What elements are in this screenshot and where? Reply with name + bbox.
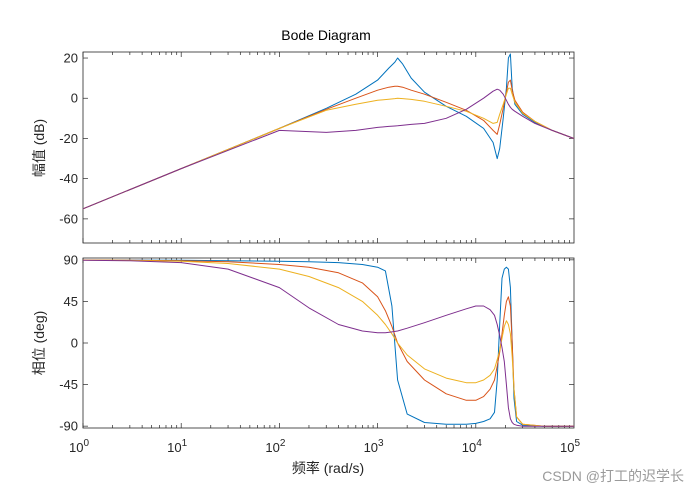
x-tick-label: 105: [560, 438, 580, 455]
chart-title: Bode Diagram: [281, 27, 371, 43]
phase-series-curve-4: [82, 259, 574, 427]
phase-ytick-label: 45: [64, 294, 78, 309]
x-tick-exponent: 1: [182, 438, 188, 449]
phase-ytick-label: 0: [71, 336, 78, 351]
x-tick-base: 10: [69, 440, 83, 455]
phase-ytick-label: -45: [59, 377, 78, 392]
x-axis-label: 频率 (rad/s): [292, 460, 364, 476]
magnitude-axes-box: [82, 51, 575, 244]
magnitude-ytick-label: 20: [64, 51, 78, 66]
magnitude-tick-labels: 20 0 -20 -40 -60: [59, 51, 78, 227]
x-tick-base: 10: [265, 440, 279, 455]
x-tick-exponent: 2: [280, 438, 286, 449]
x-tick-label: 100: [69, 438, 89, 455]
magnitude-ytick-label: -20: [59, 131, 78, 146]
phase-axes-box: [82, 257, 575, 429]
magnitude-tick-marks: [82, 52, 574, 243]
x-tick-base: 10: [167, 440, 181, 455]
x-tick-label: 104: [462, 438, 482, 455]
x-tick-base: 10: [462, 440, 476, 455]
phase-curves: [82, 259, 574, 427]
x-tick-label: 101: [167, 438, 187, 455]
x-tick-exponent: 3: [378, 438, 384, 449]
phase-ytick-label: -90: [59, 419, 78, 434]
phase-ytick-label: 90: [64, 252, 78, 267]
x-tick-base: 10: [364, 440, 378, 455]
x-tick-label: 102: [265, 438, 285, 455]
x-tick-exponent: 5: [574, 438, 580, 449]
x-tick-labels: 100 101 102 103 104 105: [69, 438, 580, 455]
phase-tick-labels: 90 45 0 -45 -90: [59, 252, 78, 433]
phase-ylabel: 相位 (deg): [31, 311, 47, 376]
x-tick-label: 103: [364, 438, 384, 455]
x-tick-exponent: 4: [476, 438, 482, 449]
magnitude-series-curve-4: [82, 88, 575, 210]
phase-series-curve-3: [82, 259, 574, 427]
magnitude-ylabel: 幅值 (dB): [31, 119, 47, 177]
phase-series-curve-2: [82, 259, 574, 427]
magnitude-series-curve-3: [82, 87, 575, 210]
x-tick-exponent: 0: [83, 438, 89, 449]
magnitude-series-curve-2: [82, 79, 575, 210]
watermark: CSDN @打工的迟学长: [542, 468, 684, 484]
magnitude-ytick-label: -60: [59, 211, 78, 226]
x-tick-base: 10: [560, 440, 574, 455]
magnitude-curves: [82, 53, 575, 210]
magnitude-ytick-label: -40: [59, 171, 78, 186]
magnitude-ytick-label: 0: [71, 91, 78, 106]
